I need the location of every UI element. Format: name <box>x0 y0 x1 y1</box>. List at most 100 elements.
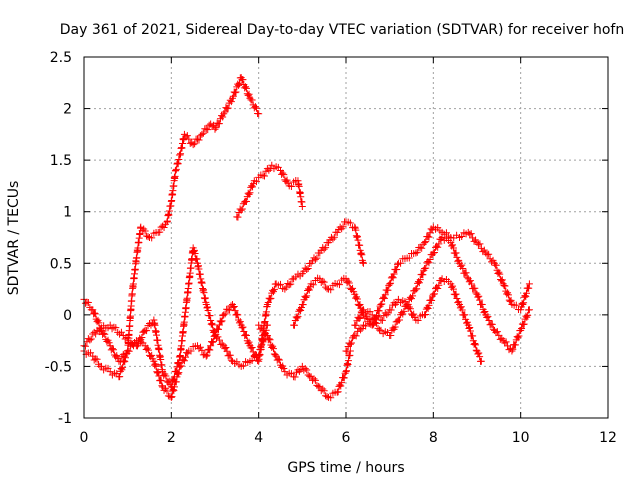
marker-fill-track-a <box>144 233 152 241</box>
marker-fill-track-h <box>451 291 459 299</box>
marker-fill-track-e <box>319 385 327 393</box>
axis-ticks: 0 2 4 6 8 10 12 -1 -0.5 0 0.5 1 1.5 2 2.5 <box>45 50 617 446</box>
marker-fill-track-a <box>244 91 252 99</box>
marker-fill-track-f <box>416 243 424 251</box>
marker-fill-track-f <box>497 277 505 285</box>
marker-fill-track-d <box>170 383 178 391</box>
marker-fill-track-g <box>522 312 530 320</box>
marker-fill-track-f <box>397 259 405 267</box>
marker-fill-track-c <box>121 335 129 343</box>
data-point-track-d <box>333 228 341 236</box>
marker-fill-track-d <box>174 369 182 377</box>
marker-fill-track-d <box>239 323 247 331</box>
marker-fill-track-h <box>462 315 470 323</box>
marker-fill-track-e <box>313 381 321 389</box>
marker-fill-track-f <box>512 301 520 309</box>
marker-fill-track-h <box>424 305 432 313</box>
marker-fill-track-a <box>95 319 103 327</box>
marker-fill-track-a <box>215 120 223 128</box>
y-tick-label: 2.5 <box>50 50 72 66</box>
marker-fill-track-f <box>349 284 357 292</box>
marker-fill-track-c <box>208 319 216 327</box>
marker-fill-track-d <box>169 387 177 395</box>
marker-fill-track-g <box>502 338 510 346</box>
marker-fill-track-g <box>400 307 408 315</box>
marker-fill-track-a <box>195 136 203 144</box>
marker-fill-track-f <box>424 233 432 241</box>
marker-fill-track-d <box>205 345 213 353</box>
marker-fill-track-g <box>415 279 423 287</box>
y-tick-label: 1.5 <box>50 153 72 169</box>
marker-fill-track-g <box>475 292 483 300</box>
marker-fill-track-a <box>232 88 240 96</box>
marker-fill-track-a <box>175 155 183 163</box>
marker-fill-track-a <box>239 76 247 84</box>
marker-fill-track-c <box>92 330 100 338</box>
marker-fill-track-e <box>338 379 346 387</box>
marker-fill-track-g <box>524 311 532 319</box>
marker-fill-track-d <box>215 321 223 329</box>
marker-fill-track-c <box>207 320 215 328</box>
marker-fill-track-c <box>204 303 212 311</box>
marker-fill-track-g <box>466 277 474 285</box>
marker-fill-track-f <box>294 313 302 321</box>
data-point-track-d <box>220 311 228 319</box>
marker-fill-track-d <box>120 357 128 365</box>
marker-fill-track-e <box>320 387 328 395</box>
marker-fill-track-e <box>310 375 318 383</box>
marker-fill-track-g <box>449 241 457 249</box>
marker-fill-track-a <box>245 90 253 98</box>
marker-fill-track-b <box>279 169 287 177</box>
marker-fill-track-e <box>337 382 345 390</box>
marker-fill-track-d <box>267 294 275 302</box>
marker-fill-track-g <box>496 335 504 343</box>
marker-fill-track-f <box>418 244 426 252</box>
marker-fill-track-d <box>277 280 284 288</box>
marker-fill-track-e <box>291 373 299 381</box>
marker-fill-track-b <box>247 183 255 191</box>
marker-fill-track-h <box>476 353 484 361</box>
data-point-track-f <box>377 301 385 309</box>
data-point-track-d <box>351 223 359 231</box>
data-point-track-e <box>255 321 263 329</box>
marker-fill-track-a <box>141 227 149 235</box>
marker-fill-track-h <box>463 318 471 326</box>
marker-fill-track-a <box>105 339 113 347</box>
marker-fill-track-d <box>236 318 244 326</box>
marker-fill-track-a <box>199 129 207 137</box>
marker-fill-track-g <box>481 308 489 316</box>
marker-fill-track-f <box>506 297 514 305</box>
marker-fill-track-g <box>430 249 438 257</box>
marker-fill-track-g <box>514 334 522 342</box>
marker-fill-track-b <box>260 172 268 180</box>
marker-fill-track-f <box>345 279 353 287</box>
marker-fill-track-c <box>209 321 217 329</box>
marker-fill-track-g <box>458 261 466 269</box>
marker-fill-track-h <box>466 327 474 335</box>
marker-fill-track-h <box>437 277 445 285</box>
marker-fill-track-a <box>208 122 216 130</box>
marker-fill-track-g <box>515 332 523 340</box>
data-point-track-a <box>189 141 197 149</box>
marker-fill-track-f <box>489 256 497 264</box>
marker-fill-track-h <box>422 305 430 313</box>
marker-fill-track-d <box>304 264 312 272</box>
marker-fill-track-h <box>405 303 413 311</box>
marker-fill-track-f <box>520 293 528 301</box>
marker-fill-track-d <box>177 362 185 370</box>
marker-fill-track-d <box>155 372 163 380</box>
marker-fill-track-c <box>138 333 146 341</box>
marker-fill-track-e <box>303 366 311 374</box>
marker-fill-track-f <box>485 250 493 258</box>
data-point-track-g <box>508 347 516 355</box>
marker-fill-track-a <box>219 113 227 121</box>
marker-fill-track-f <box>352 294 360 302</box>
x-tick-label: 12 <box>599 430 617 446</box>
marker-fill-track-d <box>266 295 274 303</box>
marker-fill-track-a <box>243 90 251 98</box>
marker-fill-track-h <box>387 306 395 314</box>
x-tick-label: 2 <box>167 430 176 446</box>
marker-fill-track-f <box>504 291 512 299</box>
marker-fill-track-d <box>238 324 246 332</box>
marker-fill-track-a <box>183 132 191 140</box>
